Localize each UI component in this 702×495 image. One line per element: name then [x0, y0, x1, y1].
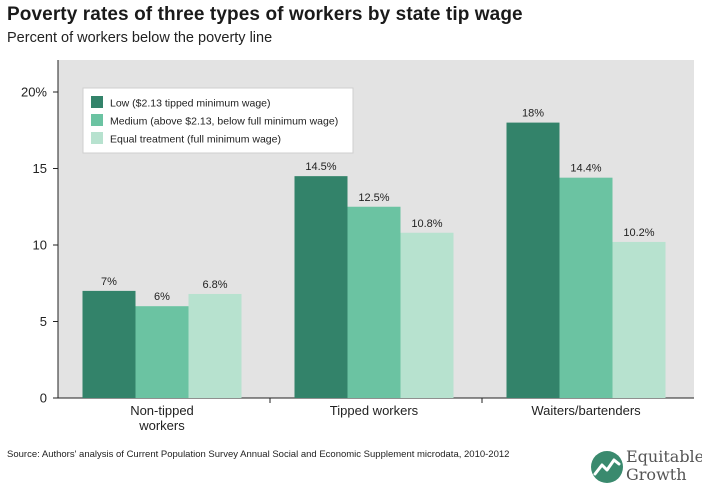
bar — [347, 206, 401, 398]
data-label: 6.8% — [202, 279, 227, 291]
bar — [294, 176, 348, 398]
bar — [506, 122, 560, 398]
chart-subtitle: Percent of workers below the poverty lin… — [7, 30, 273, 46]
bar — [400, 232, 454, 398]
x-category-label: workers — [138, 418, 185, 433]
legend-label: Low ($2.13 tipped minimum wage) — [110, 98, 271, 110]
data-label: 10.8% — [411, 218, 442, 230]
source-note: Source: Authors' analysis of Current Pop… — [7, 449, 510, 460]
bar — [188, 293, 242, 398]
legend-label: Medium (above $2.13, below full minimum … — [110, 116, 338, 128]
chart-title: Poverty rates of three types of workers … — [7, 4, 523, 25]
bar — [612, 241, 666, 398]
x-category-label: Tipped workers — [330, 403, 419, 418]
data-label: 14.4% — [570, 163, 601, 175]
data-label: 14.5% — [305, 161, 336, 173]
data-label: 6% — [154, 291, 170, 303]
bar — [559, 177, 613, 398]
logo-text: Equitable Growth — [626, 448, 702, 484]
y-tick-label: 0 — [40, 391, 47, 406]
y-tick-label: 10 — [33, 238, 47, 253]
legend-box — [82, 87, 354, 154]
bar — [135, 306, 189, 398]
data-label: 18% — [522, 108, 544, 120]
legend-swatch — [91, 114, 103, 126]
data-label: 10.2% — [623, 227, 654, 239]
x-category-label: Non-tipped — [130, 403, 194, 418]
legend-swatch — [91, 96, 103, 108]
y-tick-label: 20% — [21, 85, 47, 100]
legend-swatch — [91, 132, 103, 144]
logo-text-line1: Equitable — [626, 447, 702, 466]
equitable-growth-logo-icon — [591, 451, 623, 483]
data-label: 12.5% — [358, 192, 389, 204]
logo-text-line2: Growth — [626, 465, 687, 484]
data-label: 7% — [101, 276, 117, 288]
bar — [82, 290, 136, 398]
y-tick-label: 15 — [33, 161, 47, 176]
x-category-label: Waiters/bartenders — [531, 403, 641, 418]
equitable-growth-logo: Equitable Growth — [590, 446, 702, 490]
y-tick-label: 5 — [40, 314, 47, 329]
legend-label: Equal treatment (full minimum wage) — [110, 134, 281, 146]
